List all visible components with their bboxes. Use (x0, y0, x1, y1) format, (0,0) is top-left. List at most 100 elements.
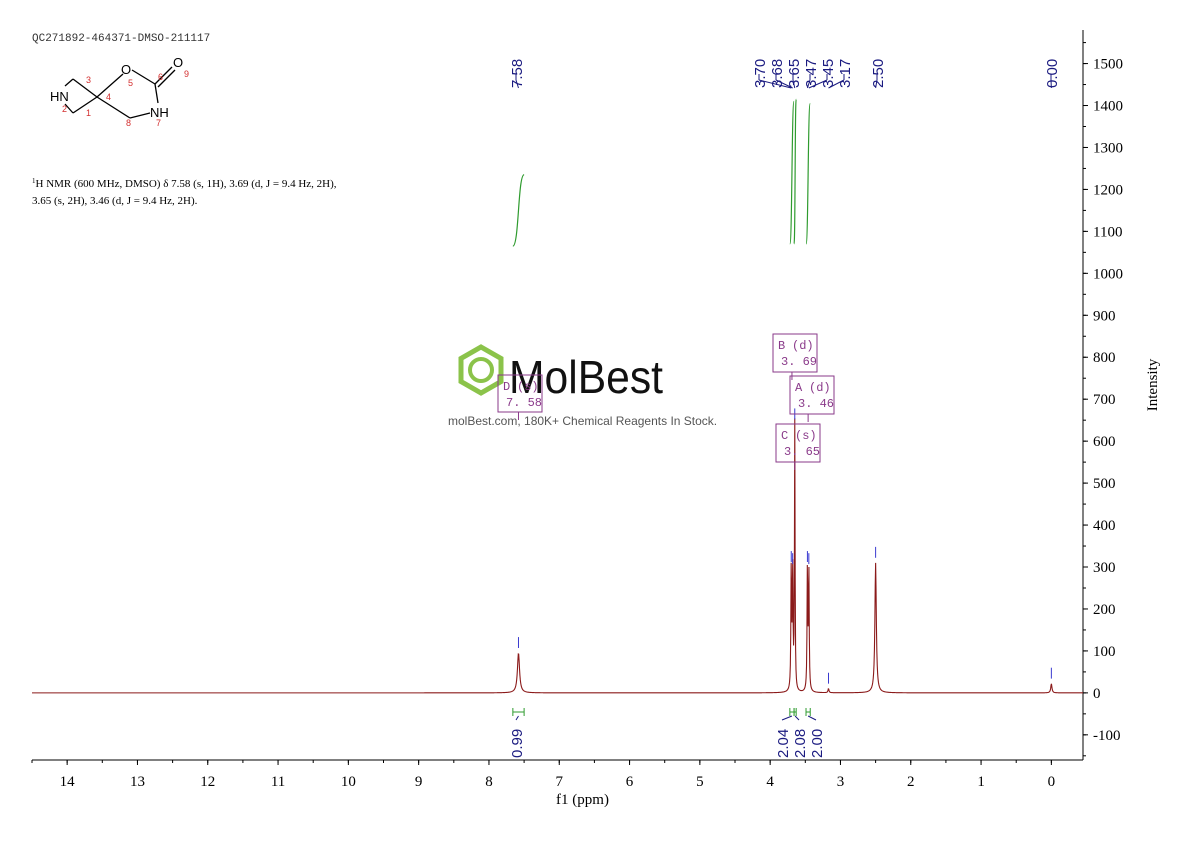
x-tick-label: 13 (130, 774, 145, 790)
multiplet-kind: (d) (809, 381, 831, 395)
atom-number-4: 4 (106, 92, 111, 102)
x-tick-label: 14 (60, 774, 76, 790)
atom-number-6: 6 (158, 72, 163, 82)
atom-number-9: 9 (184, 69, 189, 79)
x-tick-label: 0 (1048, 774, 1056, 790)
nmr-summary-line-2: 3.65 (s, 2H), 3.46 (d, J = 9.4 Hz, 2H). (32, 195, 198, 207)
peak-connector (775, 79, 793, 89)
y-tick-label: 600 (1093, 434, 1116, 450)
peak-connector (828, 79, 845, 89)
multiplet-shift: 3. 65 (784, 445, 820, 459)
molecule-atom-labels: HN O O NH 1 2 3 4 5 6 7 8 9 (50, 55, 189, 128)
multiplet-kind: (s) (517, 380, 539, 394)
x-tick-label: 5 (696, 774, 704, 790)
y-tick-label: 1200 (1093, 182, 1123, 198)
x-tick-label: 10 (341, 774, 356, 790)
atom-o-ring: O (121, 62, 131, 77)
integral-connector (807, 715, 817, 721)
multiplet-box (497, 374, 543, 413)
integral-connector (794, 715, 800, 721)
atom-hn: HN (50, 89, 69, 104)
y-tick-label: 300 (1093, 560, 1116, 576)
atom-number-3: 3 (86, 75, 91, 85)
integral-connector (515, 715, 519, 721)
x-tick-label: 9 (415, 774, 423, 790)
y-tick-label: 1000 (1093, 266, 1123, 282)
y-tick-label: 500 (1093, 476, 1116, 492)
x-tick-label: 6 (626, 774, 634, 790)
peak-shift-label: 2.50 (870, 59, 887, 88)
peak-connector (758, 79, 792, 89)
peak-labels: 7.58 3.70 3.68 3.65 3.47 3.45 3.17 2.50 0.00 (509, 59, 1061, 89)
atom-number-1: 1 (86, 108, 91, 118)
integral-labels: 0.99 2.04 2.08 2.00 (509, 708, 826, 758)
atom-nh: NH (150, 105, 169, 120)
y-tick-label: 1100 (1093, 224, 1122, 240)
molecule-structure (64, 66, 176, 119)
peak-shift-label: 0.00 (1044, 59, 1061, 88)
multiplet-shift: 3. 46 (798, 397, 834, 411)
peak-shift-label: 3.47 (803, 59, 820, 88)
y-tick-label: 1400 (1093, 99, 1123, 115)
x-tick-label: 12 (200, 774, 215, 790)
atom-number-7: 7 (156, 118, 161, 128)
multiplet-letter: C (781, 429, 788, 443)
multiplet-box (789, 375, 835, 415)
y-tick-label: -100 (1093, 728, 1121, 744)
x-tick-label: 8 (485, 774, 493, 790)
x-tick-label: 4 (766, 774, 774, 790)
integral-connector (781, 715, 793, 721)
peak-shift-label: 7.58 (509, 59, 526, 88)
atom-number-2: 2 (62, 104, 67, 114)
x-axis-title: f1 (ppm) (556, 792, 609, 808)
multiplet-box (772, 333, 818, 373)
y-tick-label: 900 (1093, 308, 1116, 324)
multiplet-shift: 3. 69 (781, 355, 817, 369)
multiplet-letter: B (778, 339, 785, 353)
peak-connector (875, 79, 878, 89)
peak-shift-label: 3.45 (820, 59, 837, 88)
integral-curve (793, 98, 797, 245)
nmr-summary-line-1: 1H NMR (600 MHz, DMSO) δ 7.58 (s, 1H), 3… (32, 177, 337, 190)
y-tick-label: 400 (1093, 518, 1116, 534)
y-tick-label: 1300 (1093, 140, 1123, 156)
sample-id: QC271892-464371-DMSO-211117 (32, 33, 210, 45)
spectrum (32, 408, 1084, 694)
integral-value-label: 2.04 (775, 729, 792, 758)
multiplet-kind: (s) (795, 429, 817, 443)
brand-name: MolBest (509, 351, 663, 403)
atom-number-5: 5 (128, 78, 133, 88)
y-tick-label: 200 (1093, 602, 1116, 618)
brand-tagline: molBest.com, 180K+ Chemical Reagents In … (448, 414, 717, 428)
peak-shift-label: 3.70 (752, 59, 769, 88)
integral-curve (805, 102, 811, 245)
multiplet-boxes: D (s) 7. 58 B (d) 3. 69 A (d) 3. 46 C (s) 3. 65 (497, 333, 835, 470)
atom-o-carbonyl: O (173, 55, 183, 70)
peak-shift-label: 3.65 (786, 59, 803, 88)
spectrum-line (32, 418, 1084, 694)
integral-value-label: 2.08 (792, 729, 809, 758)
integral-value-label: 0.99 (509, 729, 526, 758)
y-tick-label: 1500 (1093, 57, 1123, 73)
peak-shift-label: 3.17 (837, 59, 854, 88)
axes: 14 13 12 11 10 9 8 7 6 5 4 3 2 1 0f1 (ppm)-10001002003… (31, 30, 1161, 808)
watermark: MolBest molBest.com, 180K+ Chemical Reag… (448, 344, 717, 428)
brand-logo-icon (458, 344, 504, 396)
atom-number-8: 8 (126, 118, 131, 128)
integral-curves (512, 98, 811, 247)
y-tick-label: 100 (1093, 644, 1116, 660)
y-tick-label: 0 (1093, 686, 1101, 702)
multiplet-shift: 7. 58 (506, 396, 542, 410)
integral-curve (789, 100, 795, 245)
multiplet-box (775, 423, 821, 463)
x-tick-label: 2 (907, 774, 915, 790)
peak-shift-label: 3.68 (769, 59, 786, 88)
peak-connector (515, 79, 519, 89)
multiplet-letter: D (503, 380, 510, 394)
x-tick-label: 11 (271, 774, 285, 790)
multiplet-kind: (d) (792, 339, 814, 353)
y-axis-title: Intensity (1145, 358, 1161, 411)
multiplet-letter: A (795, 381, 803, 395)
peak-connector (808, 79, 828, 89)
